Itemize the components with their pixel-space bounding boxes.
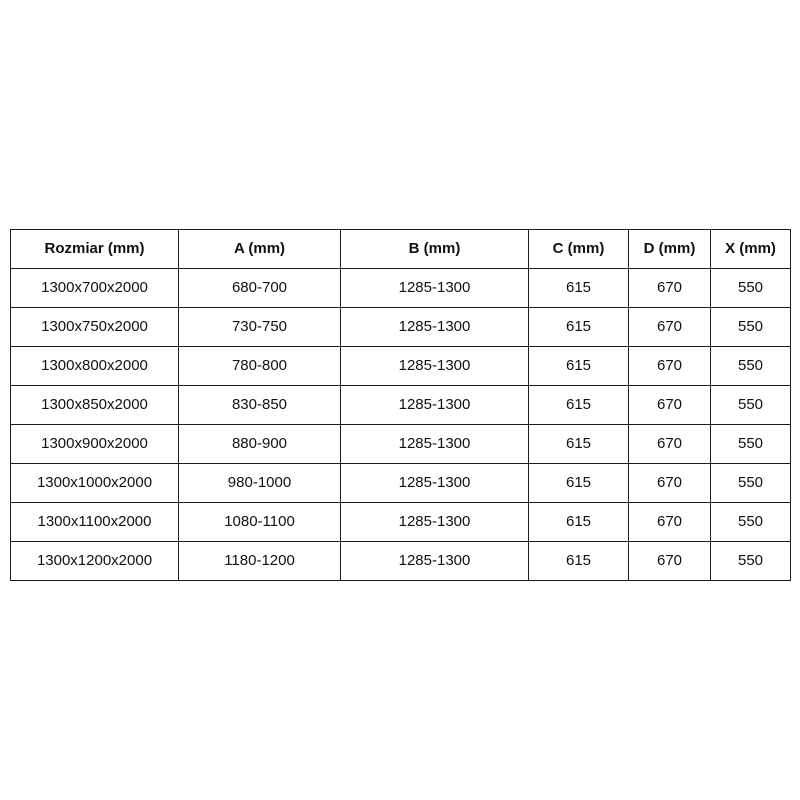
table-row: 1300x1000x2000 980-1000 1285-1300 615 67… bbox=[10, 463, 791, 503]
cell-size: 1300x800x2000 bbox=[10, 346, 179, 386]
table-header: Rozmiar (mm) A (mm) B (mm) C (mm) D (mm)… bbox=[10, 229, 791, 269]
table-header-row: Rozmiar (mm) A (mm) B (mm) C (mm) D (mm)… bbox=[10, 229, 791, 269]
cell-c: 615 bbox=[528, 541, 629, 581]
table-row: 1300x850x2000 830-850 1285-1300 615 670 … bbox=[10, 385, 791, 425]
column-header-b: B (mm) bbox=[340, 229, 529, 269]
cell-x: 550 bbox=[710, 346, 791, 386]
cell-b: 1285-1300 bbox=[340, 463, 529, 503]
table-row: 1300x700x2000 680-700 1285-1300 615 670 … bbox=[10, 268, 791, 308]
cell-size: 1300x1000x2000 bbox=[10, 463, 179, 503]
cell-x: 550 bbox=[710, 541, 791, 581]
column-header-size: Rozmiar (mm) bbox=[10, 229, 179, 269]
column-header-c: C (mm) bbox=[528, 229, 629, 269]
cell-d: 670 bbox=[628, 307, 711, 347]
cell-b: 1285-1300 bbox=[340, 541, 529, 581]
cell-c: 615 bbox=[528, 385, 629, 425]
cell-size: 1300x1200x2000 bbox=[10, 541, 179, 581]
cell-size: 1300x850x2000 bbox=[10, 385, 179, 425]
cell-b: 1285-1300 bbox=[340, 502, 529, 542]
cell-x: 550 bbox=[710, 385, 791, 425]
column-header-x: X (mm) bbox=[710, 229, 791, 269]
cell-a: 880-900 bbox=[178, 424, 341, 464]
cell-c: 615 bbox=[528, 346, 629, 386]
cell-b: 1285-1300 bbox=[340, 424, 529, 464]
cell-a: 1080-1100 bbox=[178, 502, 341, 542]
column-header-a: A (mm) bbox=[178, 229, 341, 269]
cell-c: 615 bbox=[528, 502, 629, 542]
cell-c: 615 bbox=[528, 463, 629, 503]
column-header-d: D (mm) bbox=[628, 229, 711, 269]
cell-d: 670 bbox=[628, 346, 711, 386]
cell-a: 830-850 bbox=[178, 385, 341, 425]
cell-size: 1300x700x2000 bbox=[10, 268, 179, 308]
cell-b: 1285-1300 bbox=[340, 346, 529, 386]
cell-c: 615 bbox=[528, 424, 629, 464]
table-row: 1300x900x2000 880-900 1285-1300 615 670 … bbox=[10, 424, 791, 464]
cell-x: 550 bbox=[710, 307, 791, 347]
cell-d: 670 bbox=[628, 268, 711, 308]
cell-x: 550 bbox=[710, 424, 791, 464]
cell-b: 1285-1300 bbox=[340, 268, 529, 308]
cell-d: 670 bbox=[628, 502, 711, 542]
cell-a: 680-700 bbox=[178, 268, 341, 308]
cell-x: 550 bbox=[710, 463, 791, 503]
dimensions-table-container: Rozmiar (mm) A (mm) B (mm) C (mm) D (mm)… bbox=[10, 229, 791, 581]
cell-b: 1285-1300 bbox=[340, 307, 529, 347]
cell-d: 670 bbox=[628, 424, 711, 464]
table-row: 1300x1200x2000 1180-1200 1285-1300 615 6… bbox=[10, 541, 791, 581]
table-row: 1300x1100x2000 1080-1100 1285-1300 615 6… bbox=[10, 502, 791, 542]
cell-b: 1285-1300 bbox=[340, 385, 529, 425]
cell-d: 670 bbox=[628, 463, 711, 503]
cell-a: 980-1000 bbox=[178, 463, 341, 503]
table-row: 1300x800x2000 780-800 1285-1300 615 670 … bbox=[10, 346, 791, 386]
cell-c: 615 bbox=[528, 268, 629, 308]
dimensions-table: Rozmiar (mm) A (mm) B (mm) C (mm) D (mm)… bbox=[10, 229, 791, 581]
cell-x: 550 bbox=[710, 268, 791, 308]
cell-size: 1300x750x2000 bbox=[10, 307, 179, 347]
cell-a: 730-750 bbox=[178, 307, 341, 347]
table-row: 1300x750x2000 730-750 1285-1300 615 670 … bbox=[10, 307, 791, 347]
cell-a: 780-800 bbox=[178, 346, 341, 386]
cell-x: 550 bbox=[710, 502, 791, 542]
cell-d: 670 bbox=[628, 541, 711, 581]
cell-a: 1180-1200 bbox=[178, 541, 341, 581]
cell-d: 670 bbox=[628, 385, 711, 425]
table-body: 1300x700x2000 680-700 1285-1300 615 670 … bbox=[10, 268, 791, 581]
cell-size: 1300x1100x2000 bbox=[10, 502, 179, 542]
cell-c: 615 bbox=[528, 307, 629, 347]
cell-size: 1300x900x2000 bbox=[10, 424, 179, 464]
